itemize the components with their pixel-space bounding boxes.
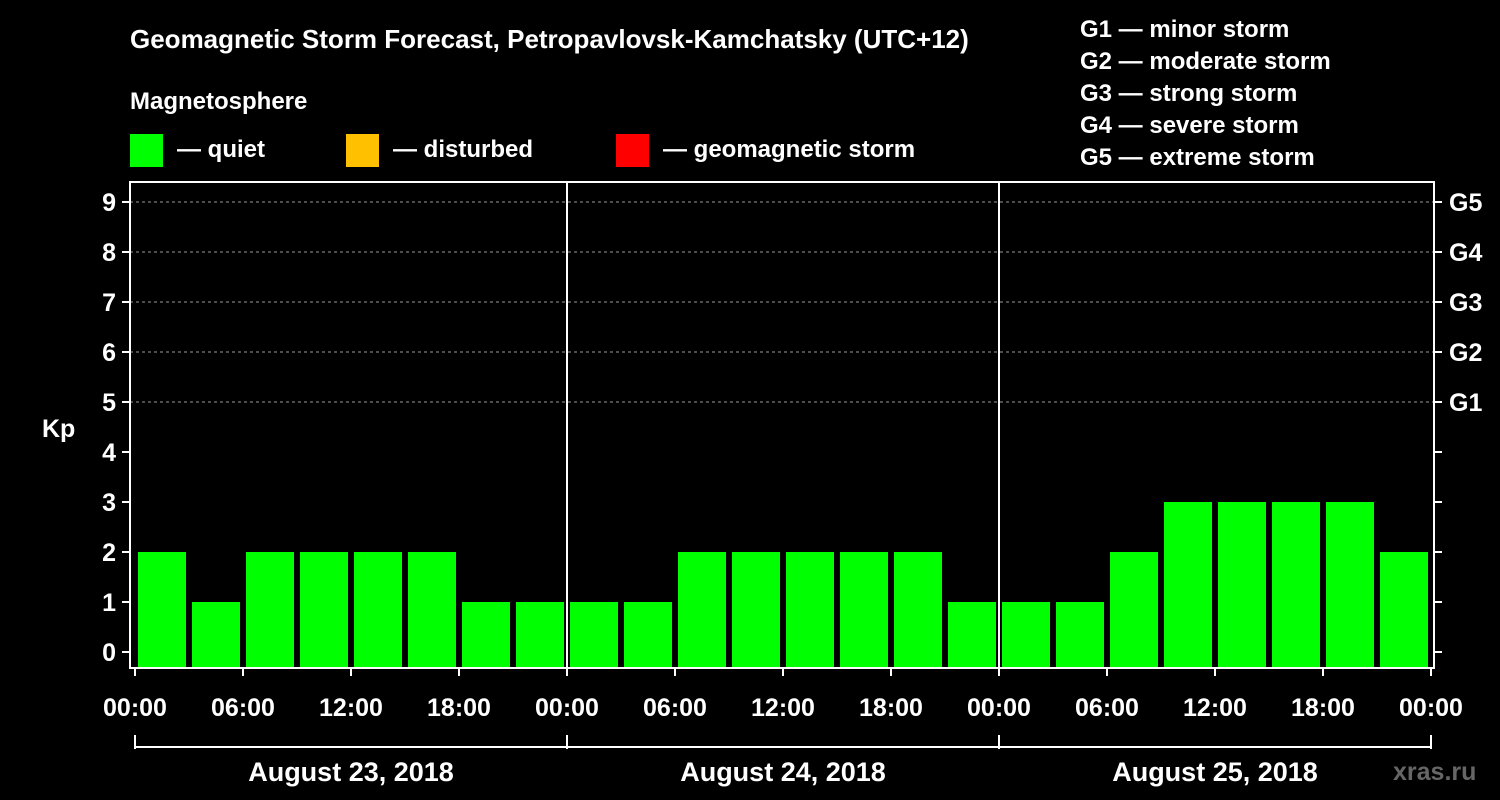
storm-level-label-g1: G1 [1449, 389, 1482, 417]
bar-8 [570, 602, 618, 668]
x-tick-label-7: 18:00 [859, 694, 923, 722]
bar-6 [462, 602, 510, 668]
x-tick-label-11: 18:00 [1291, 694, 1355, 722]
bar-15 [948, 602, 996, 668]
bar-11 [732, 552, 780, 668]
bar-18 [1110, 552, 1158, 668]
storm-level-label-g5: G5 [1449, 189, 1482, 217]
x-tick-label-6: 12:00 [751, 694, 815, 722]
bar-17 [1056, 602, 1104, 668]
y-tick-label-2: 2 [102, 539, 116, 567]
y-axis: 0 1 2 3 4 5 6 7 8 9 [102, 189, 130, 667]
bar-22 [1326, 502, 1374, 668]
date-label-1: August 24, 2018 [680, 757, 886, 787]
grid-lines [130, 201, 1434, 403]
storm-scale-g5: G5 — extreme storm [1080, 144, 1315, 171]
bars [138, 502, 1428, 668]
y-tick-label-7: 7 [102, 289, 116, 317]
bar-12 [786, 552, 834, 668]
y-tick-label-3: 3 [102, 489, 116, 517]
x-tick-label-5: 06:00 [643, 694, 707, 722]
bar-7 [516, 602, 564, 668]
y-tick-label-8: 8 [102, 239, 116, 267]
watermark: xras.ru [1393, 758, 1476, 786]
legend-heading: Magnetosphere [130, 88, 307, 115]
bar-3 [300, 552, 348, 668]
legend-swatch-disturbed [346, 134, 379, 167]
bar-13 [840, 552, 888, 668]
bar-5 [408, 552, 456, 668]
legend-label-storm: — geomagnetic storm [663, 136, 915, 163]
legend: — quiet — disturbed — geomagnetic storm [130, 134, 915, 167]
bar-20 [1218, 502, 1266, 668]
y-tick-label-0: 0 [102, 639, 116, 667]
storm-scale-g2: G2 — moderate storm [1080, 48, 1331, 75]
x-tick-label-4: 00:00 [535, 694, 599, 722]
x-tick-label-2: 12:00 [319, 694, 383, 722]
legend-label-quiet: — quiet [177, 136, 265, 163]
storm-scale-g3: G3 — strong storm [1080, 80, 1297, 107]
legend-swatch-quiet [130, 134, 163, 167]
bar-14 [894, 552, 942, 668]
bar-23 [1380, 552, 1428, 668]
bar-10 [678, 552, 726, 668]
date-label-2: August 25, 2018 [1112, 757, 1318, 787]
bar-0 [138, 552, 186, 668]
storm-level-label-g2: G2 [1449, 339, 1482, 367]
storm-scale-g4: G4 — severe storm [1080, 112, 1299, 139]
date-axis: August 23, 2018 August 24, 2018 August 25,… [134, 735, 1432, 787]
bar-9 [624, 602, 672, 668]
bar-4 [354, 552, 402, 668]
bar-1 [192, 602, 240, 668]
x-tick-label-8: 00:00 [967, 694, 1031, 722]
y-tick-label-9: 9 [102, 189, 116, 217]
storm-scale-g1: G1 — minor storm [1080, 16, 1289, 43]
chart-title: Geomagnetic Storm Forecast, Petropavlovs… [130, 24, 969, 54]
bar-21 [1272, 502, 1320, 668]
y-tick-label-5: 5 [102, 389, 116, 417]
y-tick-label-6: 6 [102, 339, 116, 367]
legend-swatch-storm [616, 134, 649, 167]
bar-19 [1164, 502, 1212, 668]
storm-level-label-g3: G3 [1449, 289, 1482, 317]
x-tick-label-10: 12:00 [1183, 694, 1247, 722]
y-axis-label: Kp [42, 415, 75, 443]
x-tick-label-1: 06:00 [211, 694, 275, 722]
y-tick-label-4: 4 [102, 439, 116, 467]
x-tick-label-3: 18:00 [427, 694, 491, 722]
storm-scale-list: G1 — minor storm G2 — moderate storm G3 … [1080, 16, 1331, 171]
x-axis: 00:00 06:00 12:00 18:00 00:00 06:00 12:00 18:00… [103, 668, 1463, 722]
y-tick-label-1: 1 [102, 589, 116, 617]
bar-16 [1002, 602, 1050, 668]
bar-2 [246, 552, 294, 668]
legend-label-disturbed: — disturbed [393, 136, 533, 163]
x-tick-label-12: 00:00 [1399, 694, 1463, 722]
date-label-0: August 23, 2018 [248, 757, 454, 787]
storm-level-label-g4: G4 [1449, 239, 1482, 267]
x-tick-label-0: 00:00 [103, 694, 167, 722]
x-tick-label-9: 06:00 [1075, 694, 1139, 722]
right-axis-storm-levels: G1 G2 G3 G4 G5 [1434, 189, 1482, 653]
